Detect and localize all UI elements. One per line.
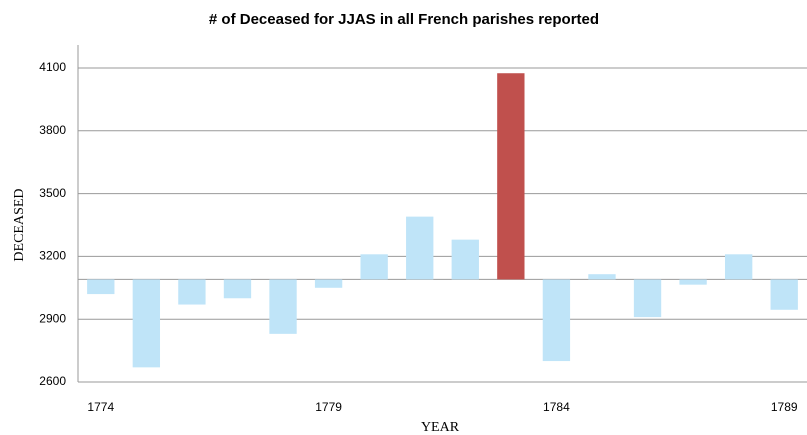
bar <box>223 279 252 299</box>
chart-title: # of Deceased for JJAS in all French par… <box>209 11 599 28</box>
bar <box>314 279 343 288</box>
x-tick-label: 1784 <box>543 400 570 414</box>
bar <box>451 239 479 280</box>
bar <box>87 279 115 295</box>
x-tick-label: 1779 <box>315 400 342 414</box>
bar <box>360 254 388 280</box>
bar <box>542 279 571 362</box>
y-tick-label: 2600 <box>39 374 66 388</box>
bar <box>269 279 297 334</box>
x-tick-label: 1774 <box>87 400 114 414</box>
bar <box>633 279 662 318</box>
bar <box>132 279 161 368</box>
x-tick-label: 1789 <box>771 400 798 414</box>
y-tick-label: 3200 <box>39 249 66 263</box>
x-axis-label: YEAR <box>421 420 460 435</box>
y-tick-label: 4100 <box>39 60 66 74</box>
bar <box>497 73 525 280</box>
y-axis-label: DECEASED <box>12 188 27 261</box>
bar <box>770 279 798 310</box>
bar <box>588 274 616 280</box>
bar <box>679 279 707 285</box>
y-tick-label: 3500 <box>39 186 66 200</box>
y-tick-label: 3800 <box>39 123 66 137</box>
bar <box>178 279 206 305</box>
y-tick-label: 2900 <box>39 311 66 325</box>
bar <box>406 216 434 280</box>
bar <box>724 254 753 280</box>
